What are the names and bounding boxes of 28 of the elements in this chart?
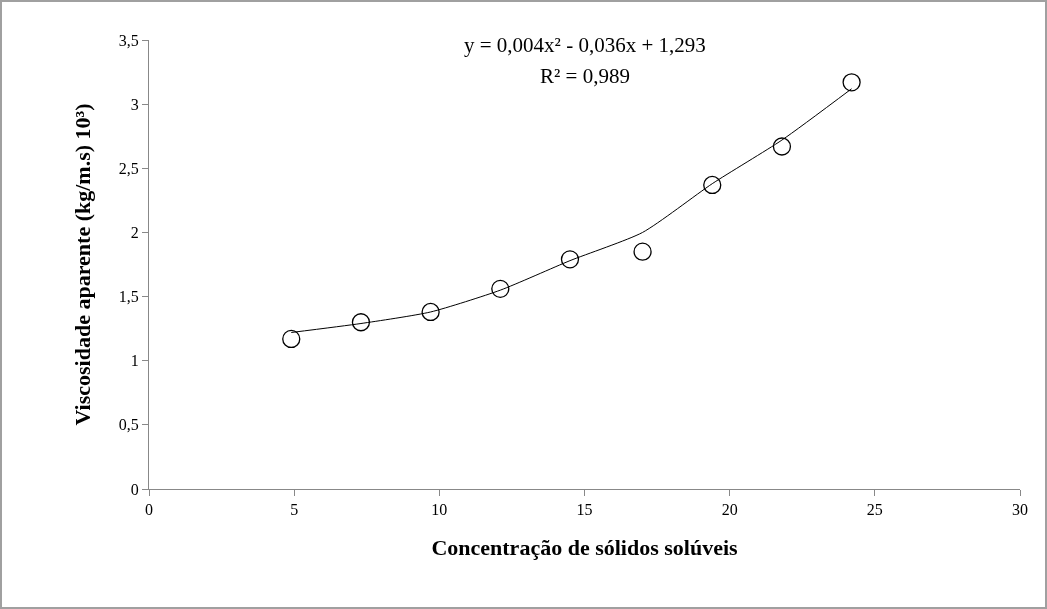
- y-tick-label: 3: [130, 95, 139, 113]
- y-tick-label: 1: [130, 352, 139, 370]
- point: [633, 242, 652, 261]
- x-tick-label: 10: [431, 501, 448, 519]
- x-tick-label: 30: [1012, 501, 1028, 519]
- y-axis-title: Viscosidade aparente (kg/m.s) 10³): [69, 103, 95, 426]
- point: [842, 73, 861, 92]
- annotation: y = 0,004x² - 0,036x + 1,293: [464, 33, 706, 57]
- point: [351, 313, 371, 332]
- point: [491, 279, 510, 299]
- x-tick-label: 20: [721, 501, 738, 519]
- x-tick-label: 0: [145, 501, 153, 519]
- y-tick-label: 3,5: [118, 31, 139, 49]
- x-tick-label: 5: [290, 501, 299, 519]
- x-axis-title: Concentração de sólidos solúveis: [431, 535, 739, 561]
- y-tick-label: 0: [130, 480, 139, 498]
- y-tick-label: 2: [130, 224, 139, 242]
- x-tick-label: 25: [866, 501, 883, 519]
- y-tick-label: 0,5: [118, 416, 139, 434]
- point: [421, 302, 440, 322]
- point: [703, 175, 722, 195]
- x-tick-label: 15: [576, 501, 593, 519]
- y-tick-label: 2,5: [118, 159, 139, 177]
- y-tick-label: 1,5: [118, 288, 139, 306]
- point: [772, 137, 792, 156]
- point: [560, 250, 580, 269]
- point: [282, 329, 301, 349]
- annotation: R² = 0,989: [540, 64, 630, 88]
